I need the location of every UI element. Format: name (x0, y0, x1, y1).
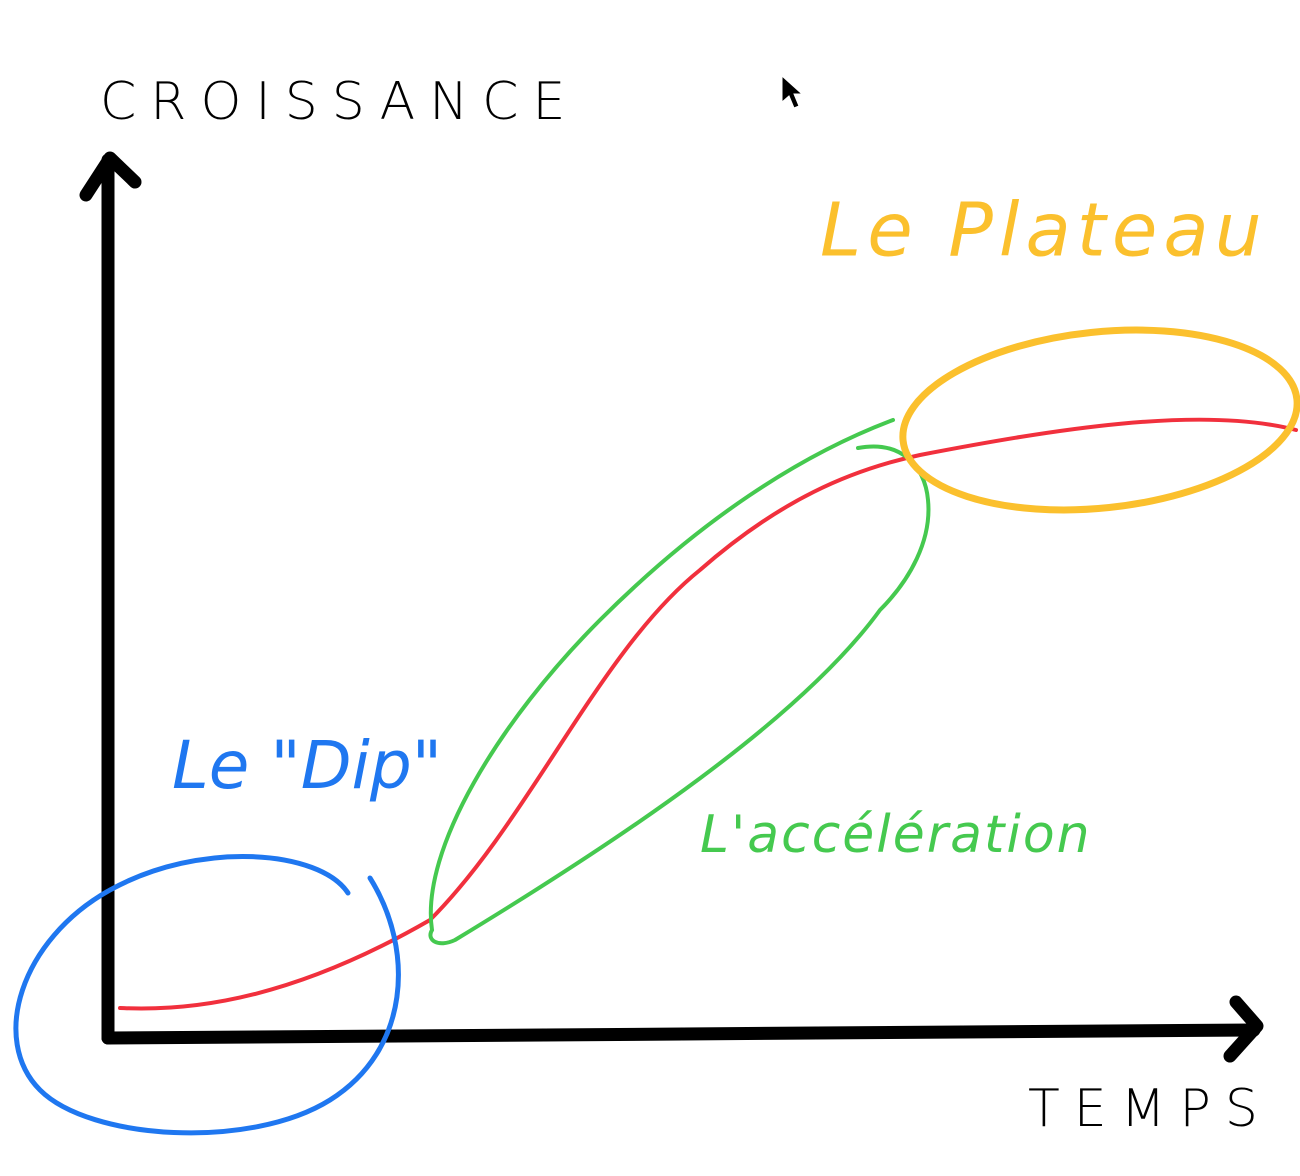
dip-label: Le "Dip" (172, 727, 442, 804)
x-axis-arrow (1223, 995, 1264, 1063)
y-axis-label: CROISSANCE (100, 72, 579, 132)
y-axis-arrow (79, 151, 142, 202)
acceleration-loop (428, 418, 931, 946)
x-axis-label: TEMPS (1028, 1079, 1272, 1139)
acceleration-label: L'accélération (700, 805, 1092, 865)
mouse-cursor (781, 74, 804, 109)
x-axis (101, 1023, 1261, 1045)
growth-curve (118, 417, 1298, 1011)
dip-circle (13, 853, 401, 1136)
plateau-ellipse (899, 326, 1300, 514)
plateau-label: Le Plateau (820, 188, 1268, 274)
